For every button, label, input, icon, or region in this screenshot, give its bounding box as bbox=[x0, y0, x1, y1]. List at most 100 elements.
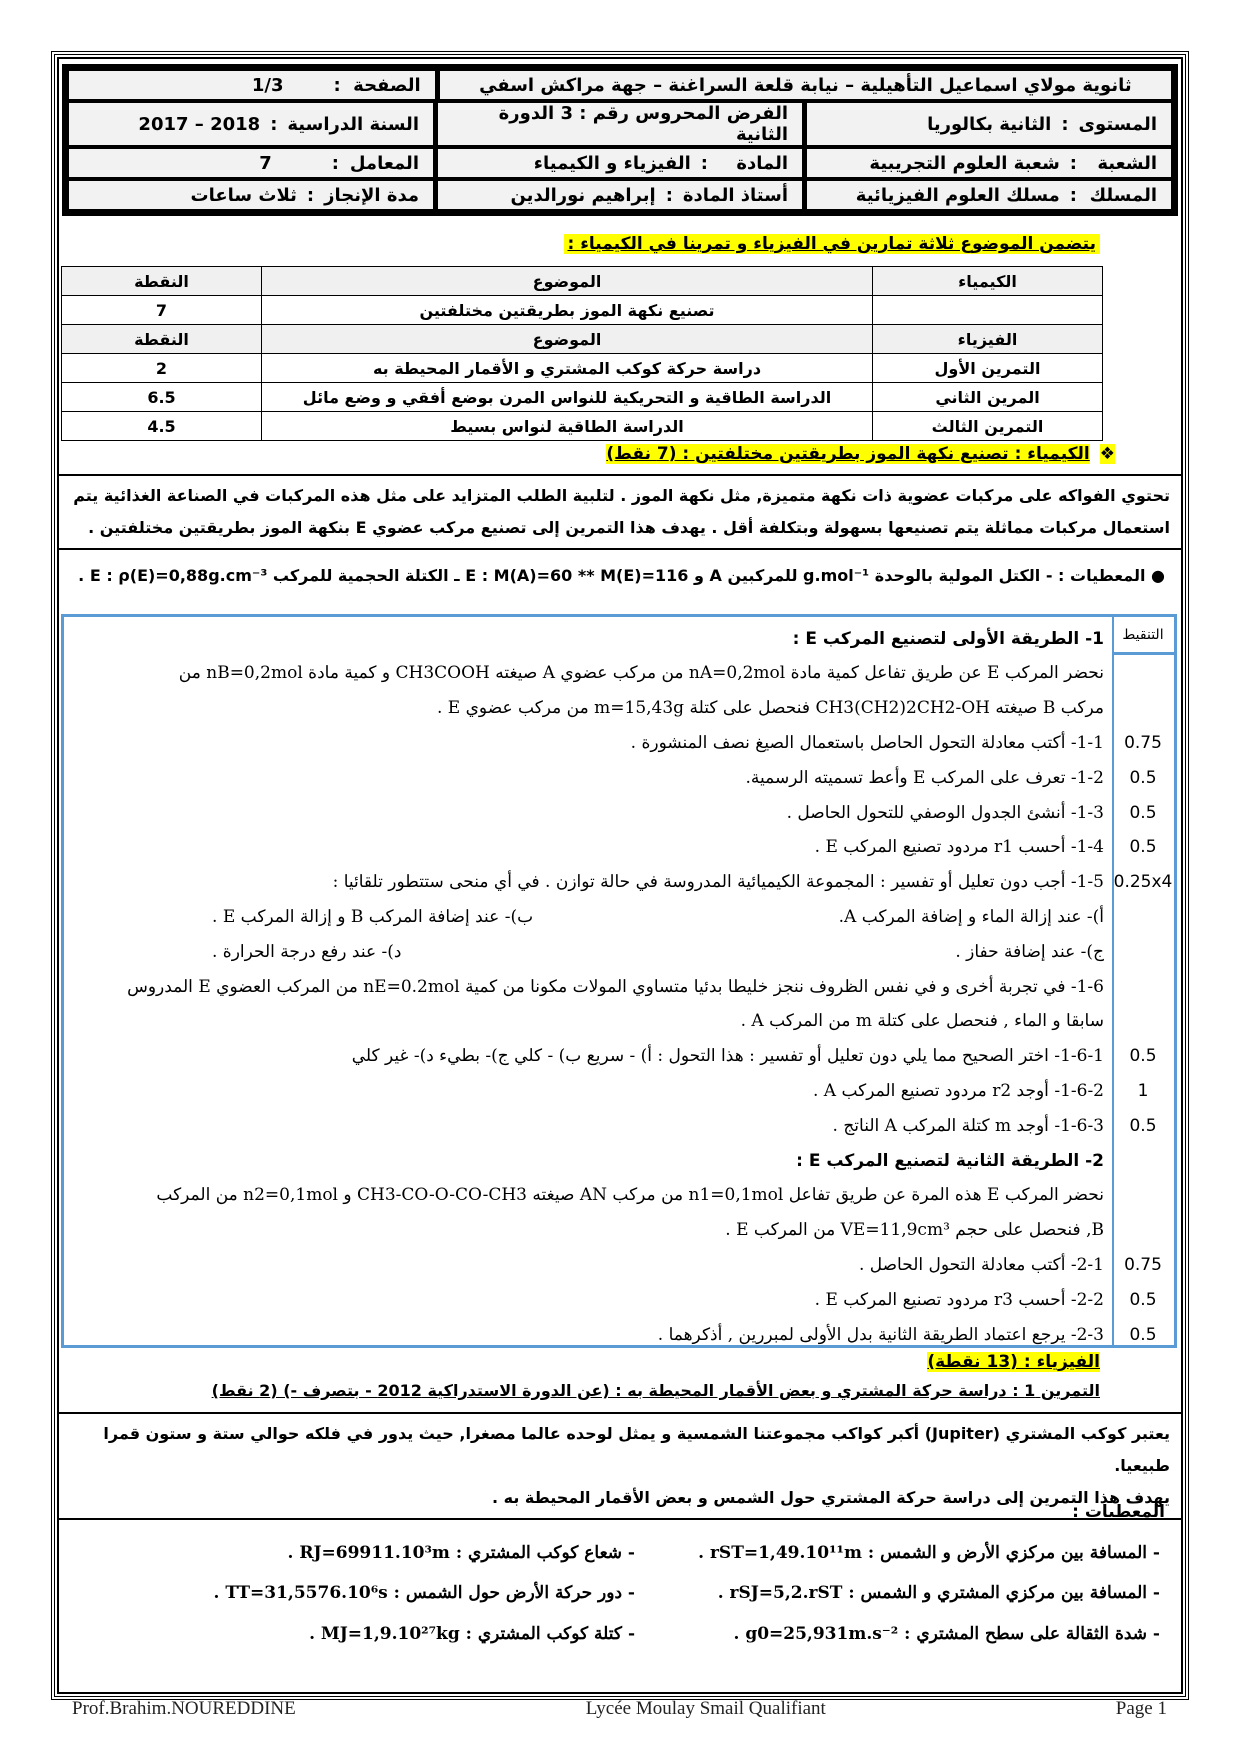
question-part: 1- الطريقة الأولى لتصنيع المركب E : bbox=[792, 628, 1104, 649]
branch-label: الشعبة bbox=[1097, 152, 1157, 174]
question-score: 0.5 bbox=[1129, 837, 1157, 858]
question-part: سابقا و الماء , فنحصل على كتلة m من المر… bbox=[740, 1011, 1104, 1032]
question-score: 0.5 bbox=[1129, 1046, 1157, 1067]
question-text: 1-6- في تجربة أخرى و في نفس الظروف ننجز … bbox=[64, 977, 1112, 997]
question-text: 1-2- تعرف على المركب E وأعط تسميته الرسم… bbox=[64, 768, 1112, 788]
question-part: نحضر المركب E عن طريق تفاعل كمية مادة nA… bbox=[178, 663, 1104, 684]
year-value: 2018 – 2017 bbox=[138, 113, 261, 135]
question-line: أ)- عند إزالة الماء و إضافة المركب A. ب)-… bbox=[64, 899, 1174, 934]
footer: Prof.Brahim.NOUREDDINE Lycée Moulay Smai… bbox=[72, 1698, 1167, 1720]
question-text: 1-6-2- أوجد r2 مردود تصنيع المركب A . bbox=[64, 1081, 1112, 1101]
question-line: 0.25x4 1-5- أجب دون تعليل أو تفسير : المج… bbox=[64, 865, 1174, 900]
question-text: 2- الطريقة الثانية لتصنيع المركب E : bbox=[64, 1151, 1112, 1171]
question-text: سابقا و الماء , فنحصل على كتلة m من المر… bbox=[64, 1011, 1112, 1031]
question-part: 1-6- في تجربة أخرى و في نفس الظروف ننجز … bbox=[127, 976, 1104, 997]
question-line: ج)- عند إضافة حفاز . د)- عند رفع درجة الح… bbox=[64, 934, 1174, 969]
question-part: 1-1- أكتب معادلة التحول الحاصل باستعمال … bbox=[630, 732, 1104, 753]
cell: 7 bbox=[61, 295, 262, 325]
physics-data-label: المعطيات : bbox=[1072, 1502, 1165, 1522]
data-item: - كتلة كوكب المشتري : MJ=1,9.10²⁷kg . bbox=[309, 1624, 635, 1644]
question-text: 1- الطريقة الأولى لتصنيع المركب E : bbox=[64, 629, 1112, 649]
cell: النقطة bbox=[61, 324, 262, 354]
data-row: - شدة الثقالة على سطح المشتري : g0=25,93… bbox=[110, 1624, 1160, 1644]
question-text: أ)- عند إزالة الماء و إضافة المركب A. ب)-… bbox=[64, 907, 1112, 927]
track-value: مسلك العلوم الفيزيائية bbox=[855, 184, 1060, 206]
exam-title: الفرض المحروس رقم : 3 الدورة الثانية bbox=[438, 103, 802, 145]
question-text: 1-6-3- أوجد m كتلة المركب A الناتج . bbox=[64, 1116, 1112, 1136]
question-text: 1-3- أنشئ الجدول الوصفي للتحول الحاصل . bbox=[64, 803, 1112, 823]
question-score: 0.5 bbox=[1129, 1324, 1157, 1345]
question-score: 0.5 bbox=[1129, 1289, 1157, 1310]
question-part: ج)- عند إضافة حفاز . bbox=[955, 941, 1104, 962]
question-part: 1-6-2- أوجد r2 مردود تصنيع المركب A . bbox=[812, 1080, 1104, 1101]
data-item: - دور حركة الأرض حول الشمس : TT=31,5576.… bbox=[213, 1583, 635, 1603]
summary-table: الكيمياء الموضوع النقطة تصنيع نكهة الموز ب… bbox=[61, 266, 1103, 441]
data-row: - المسافة بين مركزي الأرض و الشمس : rST=… bbox=[110, 1543, 1161, 1563]
question-line: 0.5 2-2- أحسب r3 مردود تصنيع المركب E . bbox=[64, 1282, 1174, 1317]
cell: 6.5 bbox=[61, 382, 262, 412]
school-name: ثانوية مولاي اسماعيل التأهيلية – نيابة ق… bbox=[439, 71, 1171, 99]
chemistry-data: ● المعطيات : - الكتل المولية بالوحدة g.m… bbox=[78, 566, 1165, 585]
cell: التمرين الثالث bbox=[872, 411, 1103, 441]
para-line: يهدف هذا التمرين إلى دراسة حركة المشتري … bbox=[491, 1488, 1170, 1507]
question-text: 2-2- أحسب r3 مردود تصنيع المركب E . bbox=[64, 1290, 1112, 1310]
cell: تصنيع نكهة الموز بطريقتين مختلفتين bbox=[261, 295, 873, 325]
question-text: نحضر المركب E عن طريق تفاعل كمية مادة nA… bbox=[64, 663, 1112, 683]
question-line: 1-6- في تجربة أخرى و في نفس الظروف ننجز … bbox=[64, 969, 1174, 1004]
footer-school: Lycée Moulay Smail Qualifiant bbox=[585, 1698, 826, 1719]
chemistry-title-text: الكيمياء : تصنيع نكهة الموز بطريقتين مخت… bbox=[606, 444, 1090, 464]
question-line: 0.5 1-4- أحسب r1 مردود تصنيع المركب E . bbox=[64, 830, 1174, 865]
question-part: نحضر المركب E هذه المرة عن طريق تفاعل n1… bbox=[156, 1185, 1104, 1206]
duration-value: ثلاث ساعات bbox=[190, 184, 297, 206]
question-score: 1 bbox=[1137, 1080, 1149, 1101]
cell: الدراسة الطاقية لنواس بسيط bbox=[261, 411, 873, 441]
cell: 4.5 bbox=[61, 411, 262, 441]
data-item: - المسافة بين مركزي المشتري و الشمس : rS… bbox=[717, 1583, 1160, 1603]
question-line: 0.5 1-3- أنشئ الجدول الوصفي للتحول الحاصل… bbox=[64, 795, 1174, 830]
cell: دراسة حركة كوكب المشتري و الأقمار المحيط… bbox=[261, 353, 873, 383]
grading-label: التنقيط bbox=[1112, 617, 1174, 655]
question-score: 0.75 bbox=[1124, 1254, 1162, 1275]
question-part: مركب B صيغته CH3(CH2)2CH2-OH فنحصل على ك… bbox=[436, 698, 1104, 719]
question-line: نحضر المركب E عن طريق تفاعل كمية مادة nA… bbox=[64, 656, 1174, 691]
question-line: 0.75 1-1- أكتب معادلة التحول الحاصل باستع… bbox=[64, 725, 1174, 760]
question-text: 1-5- أجب دون تعليل أو تفسير : المجموعة ا… bbox=[64, 872, 1112, 892]
chemistry-title: ❖ الكيمياء : تصنيع نكهة الموز بطريقتين مخ… bbox=[606, 444, 1115, 464]
sep: : bbox=[333, 74, 341, 96]
question-text: 2-3- يرجع اعتماد الطريقة الثانية بدل الأ… bbox=[64, 1325, 1112, 1345]
question-text: 1-1- أكتب معادلة التحول الحاصل باستعمال … bbox=[64, 733, 1112, 753]
physics-title: الفيزياء : (13 نقطة) bbox=[927, 1352, 1100, 1372]
cell bbox=[872, 295, 1103, 325]
branch-value: شعبة العلوم التجريبية bbox=[869, 152, 1060, 174]
question-line: 1- الطريقة الأولى لتصنيع المركب E : bbox=[64, 621, 1174, 656]
question-part: 1-6-3- أوجد m كتلة المركب A الناتج . bbox=[832, 1115, 1104, 1136]
question-text: نحضر المركب E هذه المرة عن طريق تفاعل n1… bbox=[64, 1185, 1112, 1205]
question-line: 0.75 2-1- أكتب معادلة التحول الحاصل . bbox=[64, 1247, 1174, 1282]
track-label: المسلك bbox=[1089, 184, 1157, 206]
cell: الموضوع bbox=[261, 324, 873, 354]
chemistry-questions-box: التنقيط 1- الطريقة الأولى لتصنيع المركب … bbox=[61, 614, 1177, 1348]
question-text: مركب B صيغته CH3(CH2)2CH2-OH فنحصل على ك… bbox=[64, 698, 1112, 718]
subject-value: الفيزياء و الكيمياء bbox=[533, 152, 691, 174]
question-text: ج)- عند إضافة حفاز . د)- عند رفع درجة الح… bbox=[64, 942, 1112, 962]
teacher-value: إبراهيم نورالدين bbox=[510, 184, 656, 206]
question-line: نحضر المركب E هذه المرة عن طريق تفاعل n1… bbox=[64, 1178, 1174, 1213]
question-line: مركب B صيغته CH3(CH2)2CH2-OH فنحصل على ك… bbox=[64, 691, 1174, 726]
question-part: 2-1- أكتب معادلة التحول الحاصل . bbox=[858, 1254, 1104, 1275]
physics-intro: يعتبر كوكب المشتري (Jupiter) أكبر كواكب … bbox=[58, 1412, 1182, 1520]
header-table: ثانوية مولاي اسماعيل التأهيلية – نيابة ق… bbox=[62, 64, 1178, 216]
data-item: - شدة الثقالة على سطح المشتري : g0=25,93… bbox=[733, 1624, 1160, 1644]
sep: : bbox=[700, 152, 708, 174]
question-line: 2- الطريقة الثانية لتصنيع المركب E : bbox=[64, 1143, 1174, 1178]
cell: 2 bbox=[61, 353, 262, 383]
question-score: 0.5 bbox=[1129, 1115, 1157, 1136]
duration-label: مدة الإنجاز bbox=[324, 184, 419, 206]
footer-page: Page 1 bbox=[1115, 1698, 1167, 1719]
cell: المرين الثاني bbox=[872, 382, 1103, 412]
question-part: 1-2- تعرف على المركب E وأعط تسميته الرسم… bbox=[745, 767, 1104, 788]
para-line: يعتبر كوكب المشتري (Jupiter) أكبر كواكب … bbox=[103, 1424, 1170, 1475]
question-line: 0.5 1-6-1- اختر الصحيح مما يلي دون تعليل … bbox=[64, 1039, 1174, 1074]
question-score: 0.25x4 bbox=[1113, 872, 1173, 893]
question-part: 2-3- يرجع اعتماد الطريقة الثانية بدل الأ… bbox=[657, 1324, 1104, 1345]
question-part: ب)- عند إضافة المركب B و إزالة المركب E … bbox=[212, 906, 534, 927]
